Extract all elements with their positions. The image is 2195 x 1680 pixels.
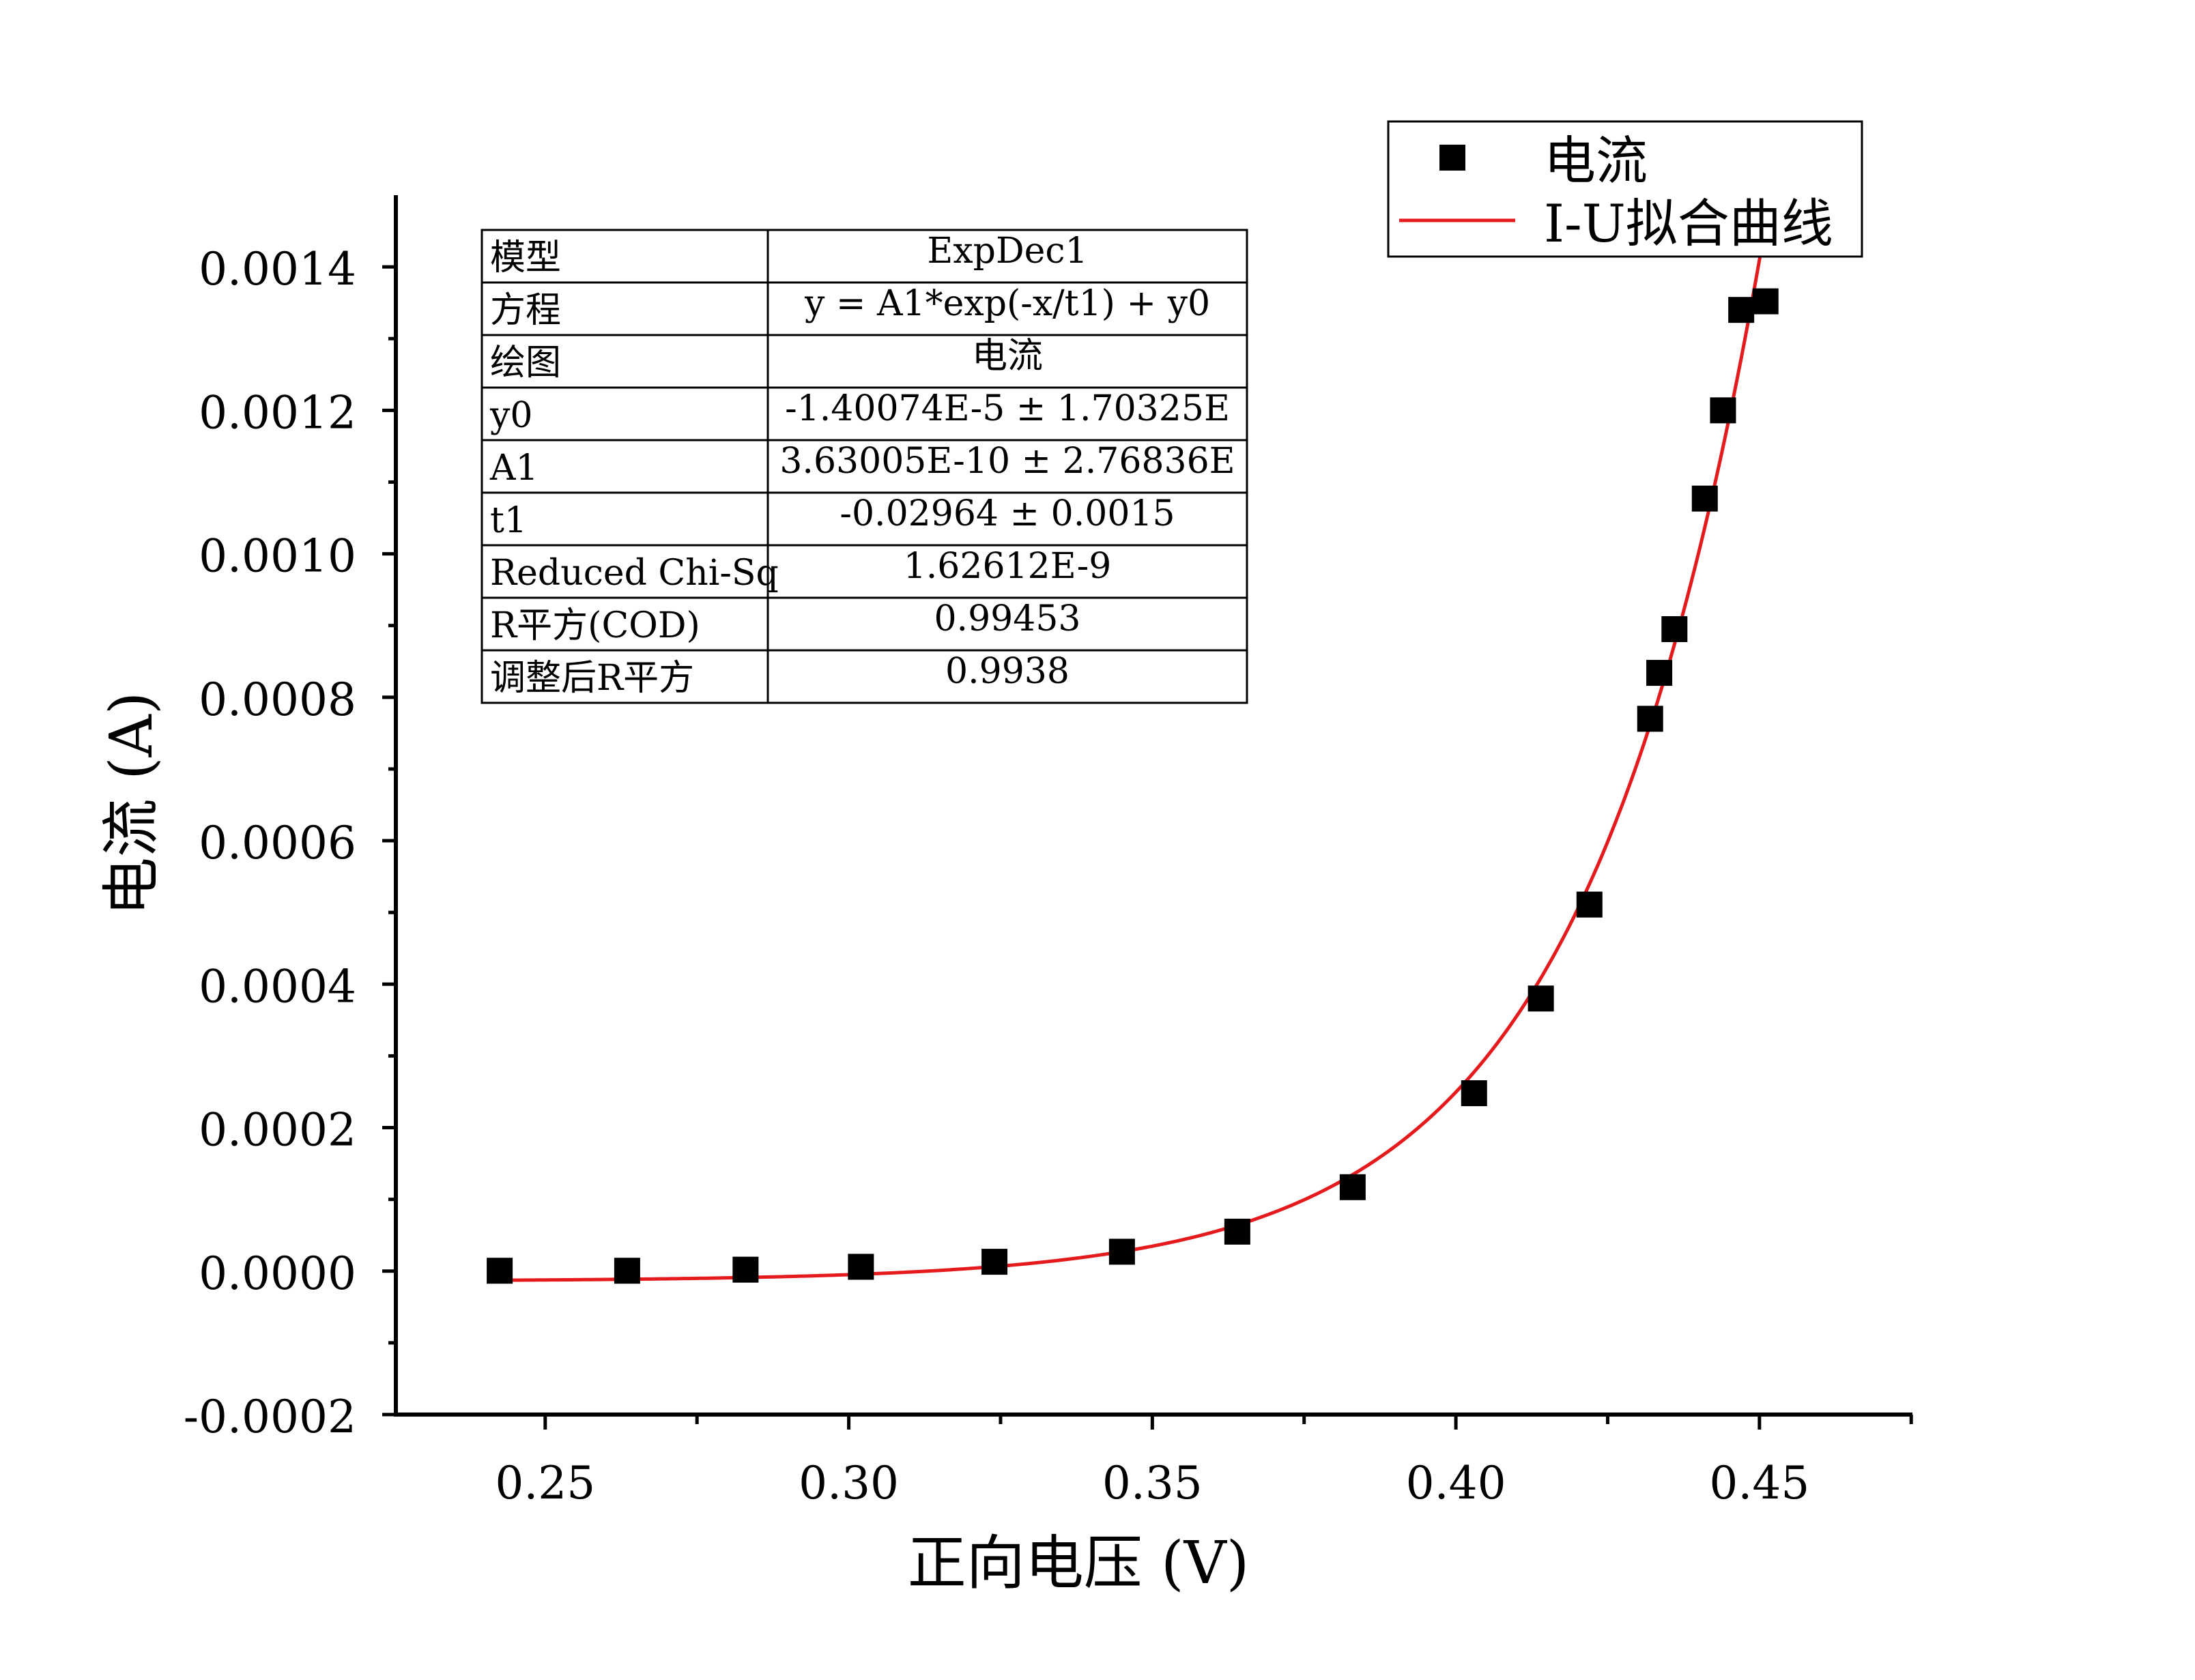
y-tick-label: 0.0006 bbox=[199, 817, 356, 869]
fit-table-key: 模型 bbox=[490, 237, 561, 278]
x-tick-label: 0.35 bbox=[1102, 1457, 1203, 1509]
fit-table: 模型 ExpDec1 方程 y = A1*exp(-x/t1) + y0 绘图 电流 y0 -… bbox=[480, 229, 1248, 704]
data-point bbox=[1461, 1080, 1487, 1107]
fit-table-key: A1 bbox=[489, 448, 539, 489]
y-tick-label: 0.0008 bbox=[199, 674, 356, 726]
data-point bbox=[1752, 288, 1779, 315]
data-point bbox=[981, 1249, 1008, 1275]
fit-table-key: 方程 bbox=[490, 290, 561, 331]
legend-label-current: 电流 bbox=[1544, 130, 1648, 191]
data-point bbox=[1339, 1174, 1366, 1200]
data-point bbox=[848, 1254, 874, 1280]
y-tick-label: 0.0000 bbox=[199, 1247, 356, 1300]
y-axis-ticks: -0.0002 0.0000 0.0002 0.0004 0.0006 0.0008 0.0… bbox=[184, 243, 396, 1443]
y-tick-label: 0.0014 bbox=[199, 243, 356, 295]
data-point bbox=[1728, 297, 1755, 323]
fit-table-value: 1.62612E-9 bbox=[904, 546, 1112, 587]
x-axis-label: 正向电压 (V) bbox=[908, 1529, 1250, 1597]
y-tick-label: -0.0002 bbox=[184, 1391, 356, 1443]
fit-table-value: 0.99453 bbox=[934, 598, 1080, 639]
fit-table-border bbox=[480, 229, 1248, 704]
data-point bbox=[1691, 485, 1718, 512]
fit-table-value: 3.63005E-10 ± 2.76836E bbox=[779, 441, 1235, 482]
fit-table-key: y0 bbox=[489, 395, 532, 436]
y-tick-label: 0.0004 bbox=[199, 960, 356, 1013]
fit-table-key: Reduced Chi-Sq bbox=[490, 553, 779, 594]
x-axis-ticks: 0.25 0.30 0.35 0.40 0.45 bbox=[495, 1415, 1913, 1509]
y-tick-label: 0.0010 bbox=[199, 530, 356, 583]
fit-table-value: 电流 bbox=[972, 336, 1043, 377]
fit-table-value: -0.02964 ± 0.0015 bbox=[840, 493, 1175, 534]
data-point bbox=[1646, 660, 1673, 686]
data-point bbox=[1527, 985, 1554, 1012]
fit-table-value: 0.9938 bbox=[945, 651, 1070, 692]
fit-table-key: R平方(COD) bbox=[490, 605, 700, 646]
legend-marker-square bbox=[1439, 145, 1465, 171]
fit-table-value: y = A1*exp(-x/t1) + y0 bbox=[804, 283, 1210, 324]
data-point bbox=[1710, 397, 1736, 424]
plot-area: -0.0002 0.0000 0.0002 0.0004 0.0006 0.0008 0.0… bbox=[184, 195, 1913, 1509]
legend: 电流 I-U拟合曲线 bbox=[1387, 120, 1863, 258]
y-tick-label: 0.0002 bbox=[199, 1104, 356, 1157]
data-point bbox=[487, 1258, 513, 1284]
data-point bbox=[1108, 1239, 1135, 1265]
legend-label-fit: I-U拟合曲线 bbox=[1544, 193, 1833, 254]
fit-table-value: -1.40074E-5 ± 1.70325E bbox=[785, 388, 1230, 429]
y-axis-label: 电流 (A) bbox=[98, 692, 166, 916]
data-point bbox=[1224, 1218, 1250, 1245]
y-tick-label: 0.0012 bbox=[199, 386, 356, 439]
fit-table-key: t1 bbox=[490, 500, 527, 541]
data-point bbox=[1661, 615, 1688, 642]
data-point bbox=[1637, 706, 1663, 732]
data-points bbox=[487, 288, 1779, 1284]
data-point bbox=[732, 1256, 759, 1283]
data-point bbox=[614, 1258, 640, 1284]
x-tick-label: 0.40 bbox=[1406, 1457, 1506, 1509]
fit-table-key: 调整后R平方 bbox=[490, 658, 694, 699]
x-tick-label: 0.45 bbox=[1709, 1457, 1809, 1509]
fit-table-key: 绘图 bbox=[490, 343, 561, 383]
x-tick-label: 0.25 bbox=[495, 1457, 595, 1509]
fit-table-value: ExpDec1 bbox=[927, 231, 1087, 272]
data-point bbox=[1576, 891, 1603, 918]
legend-box bbox=[1387, 120, 1863, 258]
x-tick-label: 0.30 bbox=[799, 1457, 899, 1509]
